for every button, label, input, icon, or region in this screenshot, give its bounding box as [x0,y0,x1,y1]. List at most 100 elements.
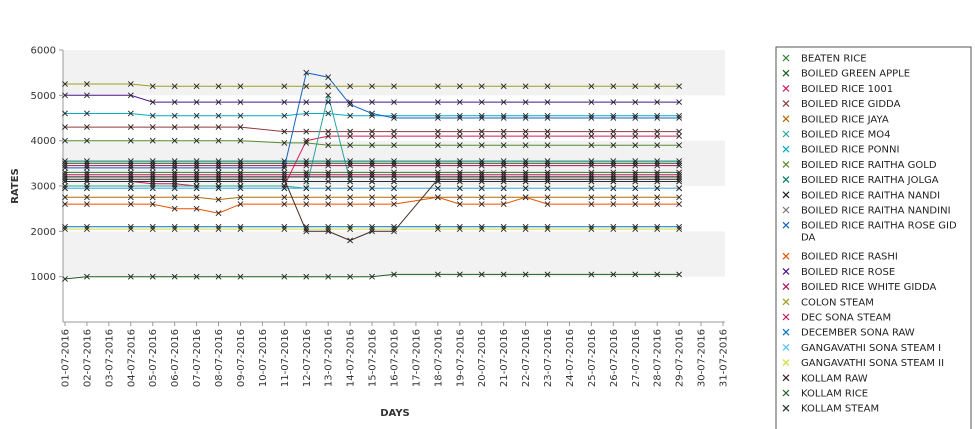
data-point [149,226,156,232]
data-point [544,201,551,208]
data-point [588,178,595,185]
data-point [237,164,244,171]
data-point [237,226,244,232]
data-point [171,158,178,164]
data-point [456,128,463,135]
data-point [610,201,617,208]
data-point [456,115,463,121]
series-19 [62,226,683,232]
data-point [171,112,178,119]
series-20 [62,176,683,244]
data-point [588,128,595,135]
legend-label-cont: DA [801,233,816,244]
data-point [500,271,507,278]
data-point [391,178,397,185]
series-8 [62,158,683,164]
data-point [325,110,332,117]
data-point [478,185,485,192]
data-point [434,169,441,176]
data-point [369,169,375,176]
data-point [237,112,244,119]
data-point [347,101,354,108]
data-point [456,133,463,140]
data-point [127,223,134,230]
grid-band [63,186,725,232]
data-point [62,81,68,87]
data-point [391,271,397,278]
y-tick-label: 3000 [31,182,56,193]
data-point [62,183,68,189]
data-point [127,169,134,176]
legend-item: BOILED RICE RAITHA ROSE GIDDA [782,221,957,244]
data-point [632,178,639,185]
data-point [434,99,441,106]
data-point [588,83,595,90]
data-point [127,164,134,171]
data-point [237,273,244,280]
data-point [391,201,397,208]
data-point [84,273,90,280]
data-point [303,169,310,176]
data-point [500,115,507,121]
data-point [369,273,375,280]
legend-label: BOILED RICE MO4 [801,130,891,141]
data-point [632,194,639,201]
data-point [62,162,68,169]
series-7 [62,137,683,149]
data-point [149,83,156,90]
data-point [127,81,134,87]
data-point [456,176,463,183]
data-point [610,158,617,164]
data-point [84,158,90,164]
legend-item: BOILED RICE RAITHA NANDI [782,190,940,201]
data-point [303,110,310,117]
data-point [84,176,90,183]
x-tick-label: 24-07-2016 [565,329,576,387]
legend-label: BOILED RICE RAITHA ROSE GID [801,221,957,232]
x-tick-label: 29-07-2016 [675,329,686,387]
data-point [84,124,90,130]
legend-label: KOLLAM RICE [801,389,868,400]
data-point [676,178,683,185]
data-point [434,142,441,149]
data-point [434,223,441,230]
legend-item: BOILED GREEN APPLE [782,69,910,80]
data-point [676,128,683,135]
legend-item: BOILED RICE RAITHA GOLD [782,160,937,171]
data-point [215,169,222,176]
data-point [632,169,639,176]
data-point [676,194,683,201]
legend-marker [782,359,790,367]
data-point [500,112,507,119]
data-point [303,99,310,106]
data-point [544,142,551,149]
data-point [325,194,332,201]
data-point [391,142,397,149]
data-point [434,226,441,232]
legend-label: BOILED RICE RAITHA NANDI [801,190,940,201]
data-point [478,128,485,135]
data-point [347,99,354,106]
data-point [84,223,90,230]
data-point [127,176,134,183]
legend-marker [782,130,790,138]
series-11 [62,69,683,171]
legend-item: KOLLAM RAW [782,373,868,384]
data-point [522,185,529,192]
data-point [281,176,288,183]
x-tick-label: 19-07-2016 [455,329,466,387]
data-point [84,183,90,189]
data-point [347,158,354,164]
legend-label: BOILED RICE JAYA [801,114,889,125]
data-point [500,178,507,185]
data-point [478,169,485,176]
data-point [171,185,178,192]
legend-item: BOILED RICE WHITE GIDDA [782,282,937,293]
legend-marker [782,267,790,275]
data-point [237,194,244,201]
data-point [434,133,441,140]
data-point [193,124,200,130]
data-point [544,185,551,192]
legend-item: DEC SONA STEAM [782,313,891,324]
data-point [62,169,68,176]
